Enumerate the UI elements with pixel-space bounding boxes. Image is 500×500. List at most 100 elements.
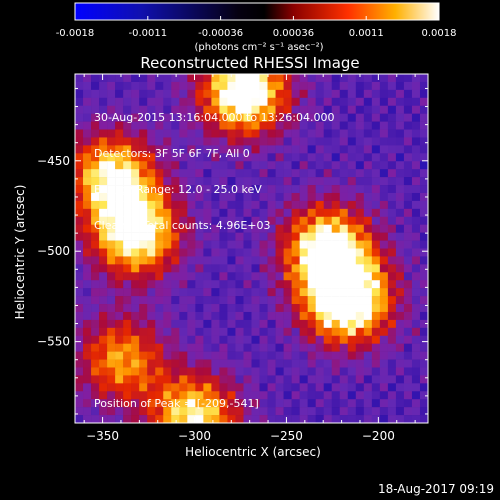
heatmap-cell [139,304,148,313]
heatmap-cell [291,216,300,225]
heatmap-cell [339,208,349,218]
heatmap-cell [347,327,357,337]
heatmap-cell [283,359,292,368]
heatmap-cell [251,200,260,210]
x-axis-label: Heliocentric X (arcsec) [185,445,321,459]
heatmap-cell [243,288,252,297]
heatmap-cell [123,145,132,154]
heatmap-cell [331,407,341,416]
heatmap-cell [419,185,429,194]
heatmap-cell [275,129,284,138]
heatmap-cell [339,121,349,130]
heatmap-cell [315,137,324,146]
heatmap-cell [331,105,341,114]
heatmap-cell [211,391,220,400]
heatmap-cell [107,311,116,321]
heatmap-cell [83,145,92,154]
heatmap-cell [155,113,164,122]
heatmap-cell [379,97,389,107]
heatmap-cell [91,288,100,297]
heatmap-cell [211,137,220,146]
heatmap-cell [323,169,333,178]
heatmap-cell [195,121,204,130]
heatmap-cell [219,383,228,392]
heatmap-cell [379,311,389,321]
heatmap-cell [99,296,108,305]
heatmap-cell [227,296,236,305]
heatmap-cell [107,319,116,329]
heatmap-cell [75,137,84,146]
heatmap-cell [243,319,252,329]
heatmap-cell [75,74,84,83]
heatmap-cell [299,256,308,265]
heatmap-cell [147,81,156,91]
heatmap-cell [347,240,357,249]
heatmap-cell [371,97,381,107]
heatmap-cell [347,367,357,376]
heatmap-cell [163,383,172,392]
heatmap-cell [363,121,373,130]
heatmap-cell [227,415,236,424]
heatmap-cell [371,89,381,99]
heatmap-cell [235,327,244,337]
heatmap-cell [203,264,212,273]
heatmap-cell [219,192,228,202]
heatmap-cell [411,129,421,138]
x-tick-label: −350 [86,429,119,443]
heatmap-cell [179,200,188,210]
heatmap-cell [131,407,140,416]
heatmap-cell [203,97,212,107]
heatmap-cell [75,89,84,99]
heatmap-cell [411,359,421,368]
heatmap-cell [99,367,108,376]
heatmap-cell [203,185,212,194]
heatmap-cell [187,121,196,130]
heatmap-cell [259,399,268,408]
heatmap-cell [363,288,373,297]
heatmap-cell [243,121,252,130]
heatmap-cell [371,129,381,138]
heatmap-cell [291,161,300,170]
heatmap-cell [147,351,156,360]
heatmap-cell [299,415,308,424]
heatmap-cell [291,272,300,281]
heatmap-cell [275,319,284,329]
heatmap-cell [331,177,341,186]
heatmap-cell [147,383,156,392]
heatmap-cell [387,415,397,424]
heatmap-cell [363,224,373,233]
heatmap-cell [179,415,188,424]
heatmap-cell [419,415,429,424]
heatmap-cell [251,177,260,186]
heatmap-cell [307,399,316,408]
heatmap-cell [307,383,316,392]
heatmap-cell [307,208,316,218]
heatmap-cell [291,137,300,146]
heatmap-cell [203,105,212,114]
heatmap-cell [107,81,116,91]
heatmap-cell [419,296,429,305]
heatmap-cell [99,177,108,186]
heatmap-cell [115,280,124,289]
heatmap-cell [155,81,164,91]
heatmap-cell [131,383,140,392]
heatmap-cell [227,248,236,257]
heatmap-cell [147,296,156,305]
heatmap-cell [171,137,180,146]
heatmap-cell [419,399,429,408]
heatmap-cell [195,185,204,194]
heatmap-cell [363,264,373,273]
heatmap-cell [267,240,276,249]
heatmap-cell [275,359,284,368]
heatmap-cell [219,121,228,130]
heatmap-cell [115,351,124,360]
heatmap-cell [371,208,381,218]
heatmap-cell [403,177,413,186]
heatmap-cell [203,192,212,202]
heatmap-cell [187,375,196,384]
heatmap-cell [91,74,100,83]
heatmap-cell [155,169,164,178]
heatmap-cell [219,153,228,162]
heatmap-cell [395,335,405,344]
heatmap-cell [107,359,116,368]
